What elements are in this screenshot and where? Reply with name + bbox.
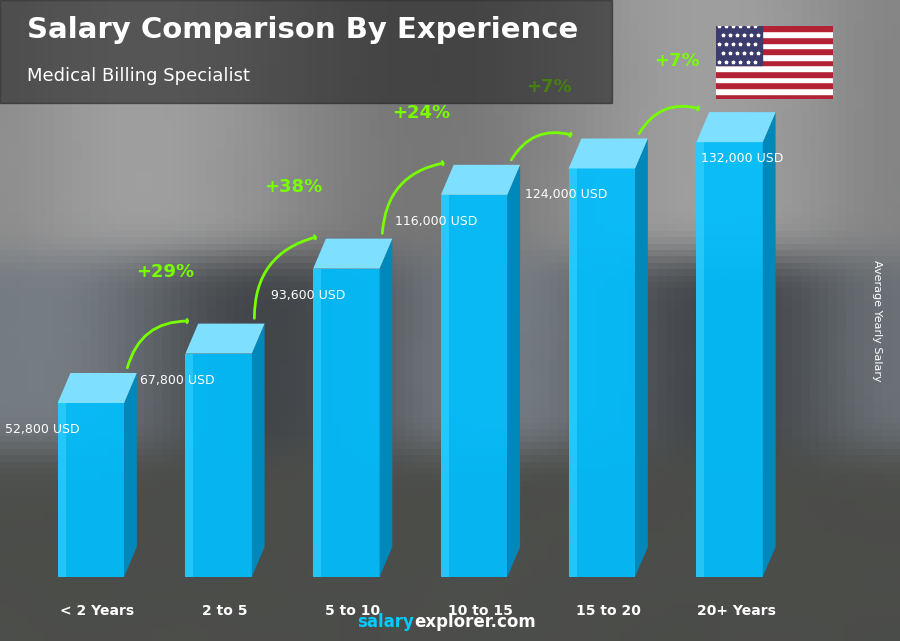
Polygon shape bbox=[58, 403, 124, 577]
Polygon shape bbox=[313, 269, 380, 577]
Bar bbox=[716, 31, 832, 37]
Polygon shape bbox=[697, 142, 705, 577]
Bar bbox=[716, 37, 832, 43]
Bar bbox=[716, 26, 762, 65]
Text: +38%: +38% bbox=[265, 178, 322, 196]
Polygon shape bbox=[763, 112, 776, 577]
Polygon shape bbox=[185, 354, 193, 577]
Text: < 2 Years: < 2 Years bbox=[60, 604, 134, 619]
Text: 132,000 USD: 132,000 USD bbox=[701, 152, 784, 165]
Text: salary: salary bbox=[357, 613, 414, 631]
Text: Medical Billing Specialist: Medical Billing Specialist bbox=[27, 67, 250, 85]
Polygon shape bbox=[569, 138, 648, 169]
Text: 2 to 5: 2 to 5 bbox=[202, 604, 248, 619]
Text: explorer.com: explorer.com bbox=[414, 613, 536, 631]
Polygon shape bbox=[380, 238, 392, 577]
Bar bbox=[716, 48, 832, 54]
Text: +29%: +29% bbox=[137, 263, 194, 281]
Text: Salary Comparison By Experience: Salary Comparison By Experience bbox=[27, 16, 578, 44]
Bar bbox=[716, 71, 832, 77]
Polygon shape bbox=[58, 373, 137, 403]
Polygon shape bbox=[58, 403, 66, 577]
Polygon shape bbox=[441, 195, 508, 577]
Bar bbox=[716, 77, 832, 82]
Text: +7%: +7% bbox=[653, 52, 699, 70]
Text: 15 to 20: 15 to 20 bbox=[576, 604, 641, 619]
Polygon shape bbox=[313, 269, 321, 577]
Text: 20+ Years: 20+ Years bbox=[697, 604, 776, 619]
Bar bbox=[716, 43, 832, 48]
Bar bbox=[716, 65, 832, 71]
Text: +7%: +7% bbox=[526, 78, 572, 96]
Polygon shape bbox=[569, 169, 577, 577]
Polygon shape bbox=[185, 354, 252, 577]
Text: 93,600 USD: 93,600 USD bbox=[271, 288, 346, 302]
Polygon shape bbox=[569, 169, 635, 577]
Bar bbox=[716, 88, 832, 94]
Bar bbox=[716, 26, 832, 31]
Text: 116,000 USD: 116,000 USD bbox=[394, 215, 477, 228]
Text: 10 to 15: 10 to 15 bbox=[448, 604, 513, 619]
Polygon shape bbox=[508, 165, 520, 577]
Polygon shape bbox=[635, 138, 648, 577]
Polygon shape bbox=[697, 112, 776, 142]
Text: Average Yearly Salary: Average Yearly Salary bbox=[872, 260, 883, 381]
Text: 124,000 USD: 124,000 USD bbox=[525, 188, 608, 201]
Polygon shape bbox=[252, 324, 265, 577]
Bar bbox=[716, 54, 832, 60]
Bar bbox=[716, 94, 832, 99]
Text: 67,800 USD: 67,800 USD bbox=[140, 374, 215, 387]
Polygon shape bbox=[313, 238, 392, 269]
Bar bbox=[716, 82, 832, 88]
Polygon shape bbox=[697, 142, 763, 577]
Polygon shape bbox=[441, 165, 520, 195]
Polygon shape bbox=[441, 195, 449, 577]
Text: 52,800 USD: 52,800 USD bbox=[5, 423, 79, 436]
Bar bbox=[716, 60, 832, 65]
Polygon shape bbox=[124, 373, 137, 577]
Polygon shape bbox=[185, 324, 265, 354]
Text: +24%: +24% bbox=[392, 104, 450, 122]
Text: 5 to 10: 5 to 10 bbox=[325, 604, 381, 619]
